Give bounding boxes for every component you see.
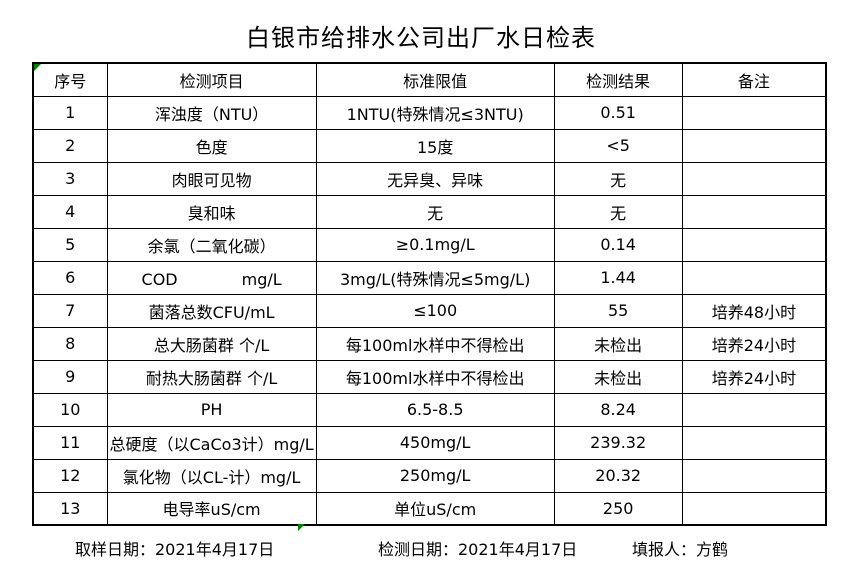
cell-item: 色度 [106, 128, 317, 163]
cell-result: 未检出 [553, 326, 683, 361]
cell-item: 余氯（二氧化碳） [106, 227, 317, 262]
cell-item: 总硬度（以CaCo3计）mg/L [106, 425, 317, 460]
cell-result: 8.24 [553, 392, 683, 427]
header-item: 检测项目 [106, 62, 317, 97]
test-date-text: 检测日期：2021年4月17日 [378, 540, 578, 559]
cell-limit: 6.5-8.5 [315, 392, 555, 427]
cell-no: 9 [32, 359, 108, 394]
cell-limit: 450mg/L [315, 425, 555, 460]
page-title: 白银市给排水公司出厂水日检表 [246, 24, 596, 52]
cell-no: 12 [32, 458, 108, 493]
cell-result: 20.32 [553, 458, 683, 493]
cell-result: 0.14 [553, 227, 683, 262]
cell-no: 11 [32, 425, 108, 460]
daily-check-table: 序号 检测项目 标准限值 检测结果 备注 1 浑浊度（NTU） 1NTU(特殊情… [32, 62, 828, 526]
cell-limit: 15度 [315, 128, 555, 163]
cell-no: 5 [32, 227, 108, 262]
excel-bottom-flag-icon [298, 524, 305, 531]
cell-no: 3 [32, 161, 108, 196]
cell-note [681, 491, 827, 526]
sample-date-text: 取样日期：2021年4月17日 [75, 540, 275, 559]
footer: 取样日期：2021年4月17日 检测日期：2021年4月17日 填报人：方鹤 [0, 536, 862, 559]
table-row: 10 PH 6.5-8.5 8.24 [32, 392, 827, 427]
cell-item: PH [106, 392, 317, 427]
cell-note [681, 194, 827, 229]
cell-item: 肉眼可见物 [106, 161, 317, 196]
cell-no: 4 [32, 194, 108, 229]
cell-item: 菌落总数CFU/mL [106, 293, 317, 328]
cell-result: 239.32 [553, 425, 683, 460]
table-row: 5 余氯（二氧化碳） ≥0.1mg/L 0.14 [32, 227, 827, 262]
cell-result: 55 [553, 293, 683, 328]
cell-note [681, 128, 827, 163]
table-row: 7 菌落总数CFU/mL ≤100 55 培养48小时 [32, 293, 827, 328]
cell-result: <5 [553, 128, 683, 163]
cell-item: 电导率uS/cm [106, 491, 317, 526]
cell-limit: 1NTU(特殊情况≤3NTU) [315, 95, 555, 130]
cell-note: 培养48小时 [681, 293, 827, 328]
table-row: 1 浑浊度（NTU） 1NTU(特殊情况≤3NTU) 0.51 [32, 95, 827, 130]
cell-result: 1.44 [553, 260, 683, 295]
cell-no: 6 [32, 260, 108, 295]
cell-note [681, 260, 827, 295]
cell-limit: 250mg/L [315, 458, 555, 493]
cell-limit: ≤100 [315, 293, 555, 328]
table-row: 8 总大肠菌群 个/L 每100ml水样中不得检出 未检出 培养24小时 [32, 326, 827, 361]
cell-note: 培养24小时 [681, 359, 827, 394]
cell-limit: 每100ml水样中不得检出 [315, 359, 555, 394]
cell-result: 无 [553, 161, 683, 196]
cell-limit: 无异臭、异味 [315, 161, 555, 196]
table-row: 2 色度 15度 <5 [32, 128, 827, 163]
reporter-text: 填报人：方鹤 [632, 540, 729, 559]
cell-note [681, 227, 827, 262]
cell-note [681, 458, 827, 493]
cell-note [681, 425, 827, 460]
cell-item: 耐热大肠菌群 个/L [106, 359, 317, 394]
cell-no: 2 [32, 128, 108, 163]
table-row: 9 耐热大肠菌群 个/L 每100ml水样中不得检出 未检出 培养24小时 [32, 359, 827, 394]
cell-limit: ≥0.1mg/L [315, 227, 555, 262]
cell-result: 0.51 [553, 95, 683, 130]
cell-note [681, 161, 827, 196]
cell-limit: 无 [315, 194, 555, 229]
cell-no: 1 [32, 95, 108, 130]
cell-item: 臭和味 [106, 194, 317, 229]
table-header-row: 序号 检测项目 标准限值 检测结果 备注 [32, 62, 827, 97]
cell-no: 7 [32, 293, 108, 328]
header-result: 检测结果 [553, 62, 683, 97]
cell-result: 无 [553, 194, 683, 229]
table-row: 6 COD mg/L 3mg/L(特殊情况≤5mg/L) 1.44 [32, 260, 827, 295]
cell-note [681, 392, 827, 427]
header-limit: 标准限值 [315, 62, 555, 97]
cell-limit: 单位uS/cm [315, 491, 555, 526]
cell-item: 浑浊度（NTU） [106, 95, 317, 130]
header-note: 备注 [681, 62, 827, 97]
cell-note [681, 95, 827, 130]
excel-corner-flag-icon [34, 64, 41, 71]
cell-no: 8 [32, 326, 108, 361]
cell-limit: 3mg/L(特殊情况≤5mg/L) [315, 260, 555, 295]
cell-item: COD mg/L [106, 260, 317, 295]
table-row: 3 肉眼可见物 无异臭、异味 无 [32, 161, 827, 196]
cell-no: 13 [32, 491, 108, 526]
header-no: 序号 [32, 62, 108, 97]
cell-item: 氯化物（以CL-计）mg/L [106, 458, 317, 493]
cell-note: 培养24小时 [681, 326, 827, 361]
table-row: 13 电导率uS/cm 单位uS/cm 250 [32, 491, 827, 526]
cell-no: 10 [32, 392, 108, 427]
table-row: 4 臭和味 无 无 [32, 194, 827, 229]
cell-result: 250 [553, 491, 683, 526]
cell-result: 未检出 [553, 359, 683, 394]
cell-limit: 每100ml水样中不得检出 [315, 326, 555, 361]
cell-item: 总大肠菌群 个/L [106, 326, 317, 361]
table-row: 12 氯化物（以CL-计）mg/L 250mg/L 20.32 [32, 458, 827, 493]
table-row: 11 总硬度（以CaCo3计）mg/L 450mg/L 239.32 [32, 425, 827, 460]
